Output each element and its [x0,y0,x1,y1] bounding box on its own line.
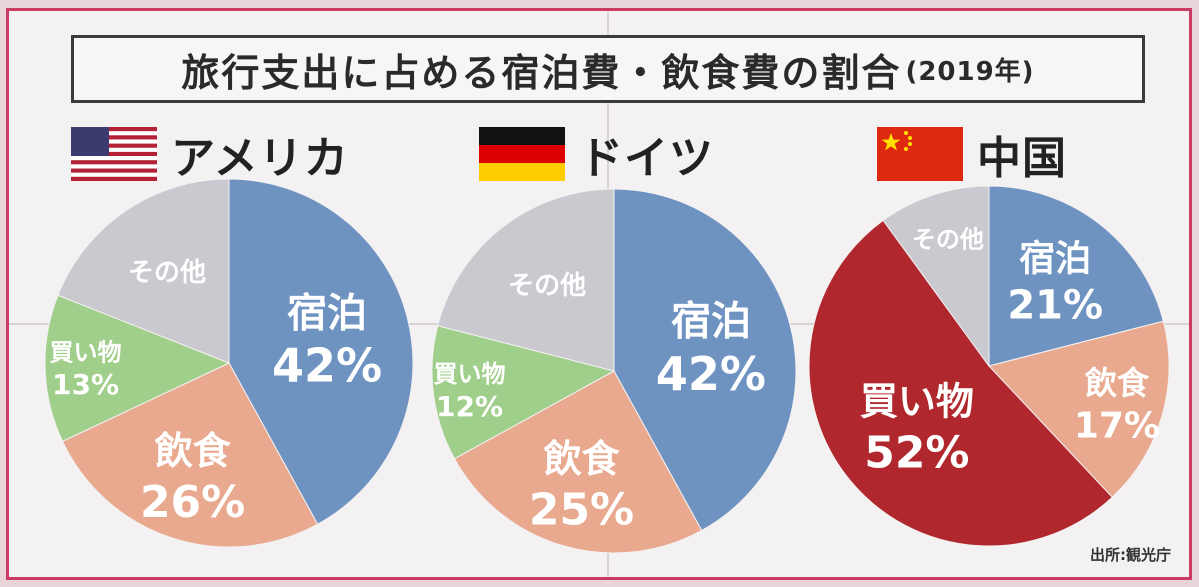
country-name-china: 中国 [977,133,1067,184]
chart-title-year: (2019年) [905,56,1035,87]
slice-value-usa-2: 13% [52,368,119,401]
source-note: 出所:観光庁 [1090,546,1171,564]
chart-title: 旅行支出に占める宿泊費・飲食費の割合 [181,50,902,95]
pie-charts: 宿泊42%飲食26%買い物13%その他宿泊42%飲食25%買い物12%その他宿泊… [44,178,1170,554]
china-flag-icon [877,127,963,181]
pie-slice-germany-1 [453,370,703,554]
slice-label-usa-2: 買い物 [50,339,122,367]
slice-label-china-0: 宿泊 [1019,239,1091,280]
pie-slice-usa-3 [57,178,230,364]
country-name-germany: ドイツ [579,133,714,184]
slice-label-usa-1: 飲食 [155,429,232,473]
slice-value-usa-0: 42% [272,339,382,393]
pie-slice-usa-2 [44,294,231,443]
pie-slice-china-3 [882,185,990,368]
slice-label-germany-3: その他 [508,271,586,301]
slice-label-china-3: その他 [912,226,984,254]
germany-flag-icon [479,127,565,181]
slice-value-germany-1: 25% [529,485,634,536]
slice-label-germany-2: 買い物 [434,360,506,388]
pie-slice-germany-3 [437,188,615,372]
slice-value-germany-0: 42% [656,347,766,401]
pie-slice-usa-0 [228,178,414,525]
slice-label-germany-1: 飲食 [543,437,620,481]
slice-value-usa-1: 26% [140,477,245,528]
pie-slice-china-1 [988,320,1170,498]
slice-value-germany-2: 12% [436,390,503,423]
pie-slice-germany-2 [431,325,616,460]
chart-title-box: 旅行支出に占める宿泊費・飲食費の割合 (2019年) [71,35,1145,103]
pie-slice-china-0 [988,185,1164,367]
slice-label-usa-0: 宿泊 [287,290,367,336]
us-flag-icon [71,127,157,181]
slice-label-china-1: 飲食 [1085,364,1150,402]
country-header-germany: ドイツ [479,123,714,185]
slice-value-china-0: 21% [1007,283,1103,329]
slice-label-usa-3: その他 [128,258,206,288]
pie-slice-china-2 [808,219,1113,547]
slice-label-germany-0: 宿泊 [671,299,751,345]
slice-value-china-1: 17% [1074,405,1160,446]
pie-slice-germany-0 [613,188,797,532]
pie-slice-usa-1 [61,362,319,548]
country-header-china: 中国 [877,123,1067,185]
country-name-usa: アメリカ [171,133,349,184]
slice-label-china-2: 買い物 [860,380,974,424]
infographic-board: 旅行支出に占める宿泊費・飲食費の割合 (2019年) アメリカ [6,8,1192,580]
slice-value-china-2: 52% [864,427,969,478]
country-header-usa: アメリカ [71,123,349,185]
